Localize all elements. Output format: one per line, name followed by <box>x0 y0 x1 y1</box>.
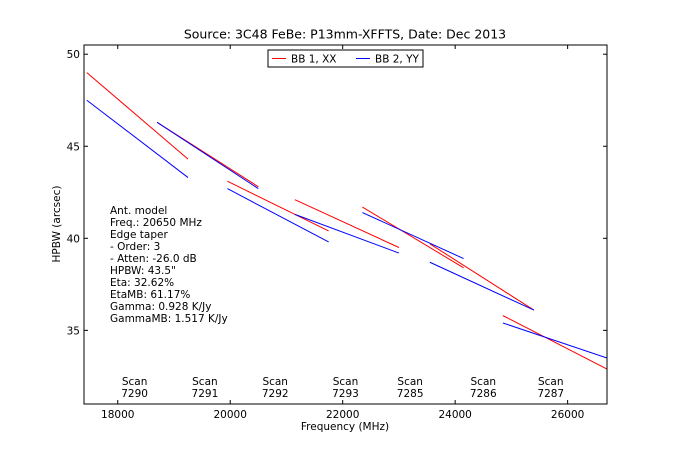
x-axis-label: Frequency (MHz) <box>301 421 389 433</box>
scan-label-number: 7285 <box>397 388 424 400</box>
y-tick-label: 35 <box>67 325 80 337</box>
plot-frame <box>83 44 608 405</box>
scan-label-number: 7291 <box>192 388 219 400</box>
annotation-line: Gamma: 0.928 K/Jy <box>110 301 211 313</box>
y-tick-label: 40 <box>67 233 80 245</box>
legend: BB 1, XX BB 2, YY <box>267 49 424 68</box>
x-tick-label: 22000 <box>326 409 359 421</box>
scan-label-word: Scan <box>333 376 359 388</box>
legend-label: BB 1, XX <box>291 54 337 66</box>
series-1-segment-6 <box>429 243 535 311</box>
series-1-segment-3 <box>227 180 329 232</box>
series-2-segment-6 <box>429 261 535 311</box>
series-2-segment-1 <box>86 99 189 178</box>
annotation-line: Ant. model <box>110 205 167 217</box>
series-2-segment-7 <box>502 322 607 359</box>
series-1-segment-7 <box>502 315 607 370</box>
series-2-segment-4 <box>294 213 400 254</box>
annotation-line: Edge taper <box>110 229 168 241</box>
y-axis-label: HPBW (arcsec) <box>51 186 63 263</box>
scan-label-word: Scan <box>397 376 423 388</box>
annotation-line: Eta: 32.62% <box>110 277 174 289</box>
legend-box <box>267 49 424 68</box>
series-1-segment-1 <box>86 72 189 160</box>
annotation-line: GammaMB: 1.517 K/Jy <box>110 313 228 325</box>
chart-title: Source: 3C48 FeBe: P13mm-XFFTS, Date: De… <box>184 27 506 42</box>
annotation-line: - Atten: -26.0 dB <box>110 253 197 265</box>
scan-label-number: 7287 <box>537 388 564 400</box>
series-group <box>86 72 607 370</box>
scan-label-word: Scan <box>122 376 148 388</box>
scan-labels: Scan7290Scan7291Scan7292Scan7293Scan7285… <box>121 376 564 400</box>
y-tick-label: 50 <box>67 49 80 61</box>
series-2-segment-5 <box>362 212 464 260</box>
series-1-segment-4 <box>294 199 400 248</box>
scan-label-word: Scan <box>192 376 218 388</box>
series-1-segment-5 <box>362 206 464 269</box>
legend-label: BB 2, YY <box>375 54 420 66</box>
axes: 18000 20000 22000 24000 26000 35 40 45 50 <box>67 45 607 421</box>
scan-label-word: Scan <box>471 376 497 388</box>
x-tick-label: 20000 <box>214 409 247 421</box>
annotation-line: HPBW: 43.5" <box>110 265 176 277</box>
scan-label-number: 7286 <box>470 388 497 400</box>
y-tick-label: 45 <box>67 141 80 153</box>
x-tick-label: 24000 <box>438 409 471 421</box>
scan-label-word: Scan <box>538 376 564 388</box>
x-tick-label: 18000 <box>101 409 134 421</box>
scan-label-number: 7293 <box>332 388 359 400</box>
annotation-line: EtaMB: 61.17% <box>110 289 190 301</box>
annotation-line: Freq.: 20650 MHz <box>110 217 202 229</box>
scan-label-number: 7292 <box>262 388 289 400</box>
series-2-segment-2 <box>156 121 259 190</box>
scan-label-number: 7290 <box>121 388 148 400</box>
series-2-segment-3 <box>227 188 329 243</box>
annotation-line: - Order: 3 <box>110 241 160 253</box>
plot-area <box>86 72 607 370</box>
scan-label-word: Scan <box>262 376 288 388</box>
x-tick-label: 26000 <box>551 409 584 421</box>
